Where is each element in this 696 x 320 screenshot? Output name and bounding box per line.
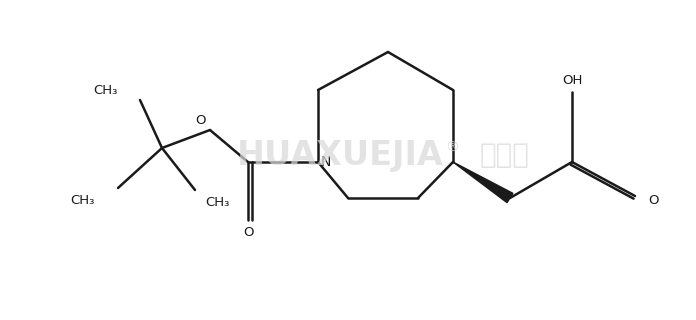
Text: 化学加: 化学加: [480, 141, 530, 169]
Text: ®: ®: [445, 141, 459, 155]
Text: CH₃: CH₃: [70, 194, 95, 206]
Text: HUAXUEJIA: HUAXUEJIA: [237, 139, 443, 172]
Text: O: O: [648, 194, 658, 206]
Text: O: O: [243, 226, 253, 238]
Text: CH₃: CH₃: [205, 196, 230, 210]
Text: OH: OH: [562, 74, 582, 86]
Text: CH₃: CH₃: [94, 84, 118, 97]
Text: O: O: [195, 114, 205, 126]
Text: N: N: [321, 155, 331, 169]
Polygon shape: [453, 162, 513, 203]
